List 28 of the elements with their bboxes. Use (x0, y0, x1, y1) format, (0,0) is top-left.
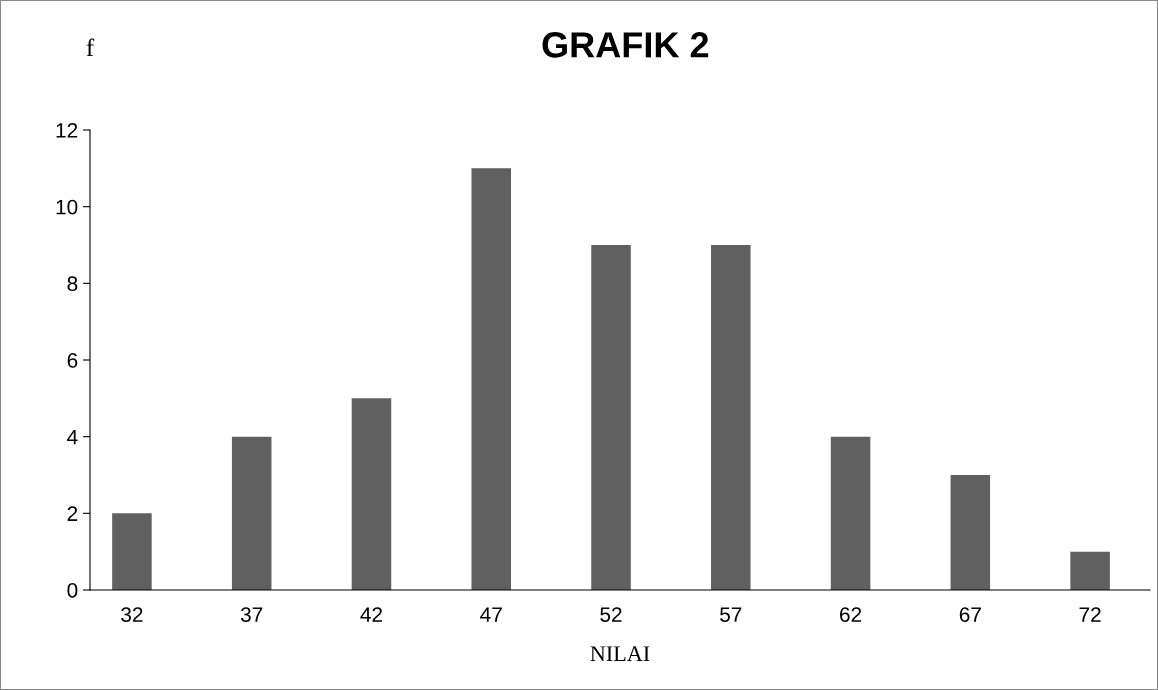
bar (112, 513, 152, 590)
x-tick-label: 62 (840, 607, 862, 622)
x-tick-label: 67 (959, 607, 981, 622)
bar (1070, 551, 1110, 590)
x-tick-label: 32 (121, 607, 143, 622)
y-tick-label: 6 (67, 353, 78, 368)
y-axis-title: f (86, 38, 95, 57)
x-tick-label: 72 (1079, 607, 1101, 622)
x-tick-label: 57 (720, 607, 742, 622)
bar (950, 475, 991, 590)
chart-title: GRAFIK 2 (542, 32, 709, 58)
bar (591, 245, 631, 590)
bar (711, 245, 751, 590)
y-tick-label: 8 (67, 276, 78, 292)
y-tick-label: 10 (56, 199, 78, 215)
x-tick-label: 37 (240, 607, 263, 622)
bar (231, 436, 272, 590)
bar (471, 168, 512, 590)
bar (351, 398, 392, 590)
x-tick-label: 47 (480, 607, 502, 622)
y-tick-label: 12 (56, 123, 78, 138)
y-tick-label: 0 (67, 583, 78, 598)
x-tick-label: 52 (600, 607, 622, 622)
x-axis-title: NILAI (590, 646, 650, 661)
y-tick-label: 2 (67, 506, 78, 521)
x-tick-label: 42 (360, 607, 383, 622)
bar (830, 436, 871, 590)
y-tick-label: 4 (67, 429, 78, 445)
